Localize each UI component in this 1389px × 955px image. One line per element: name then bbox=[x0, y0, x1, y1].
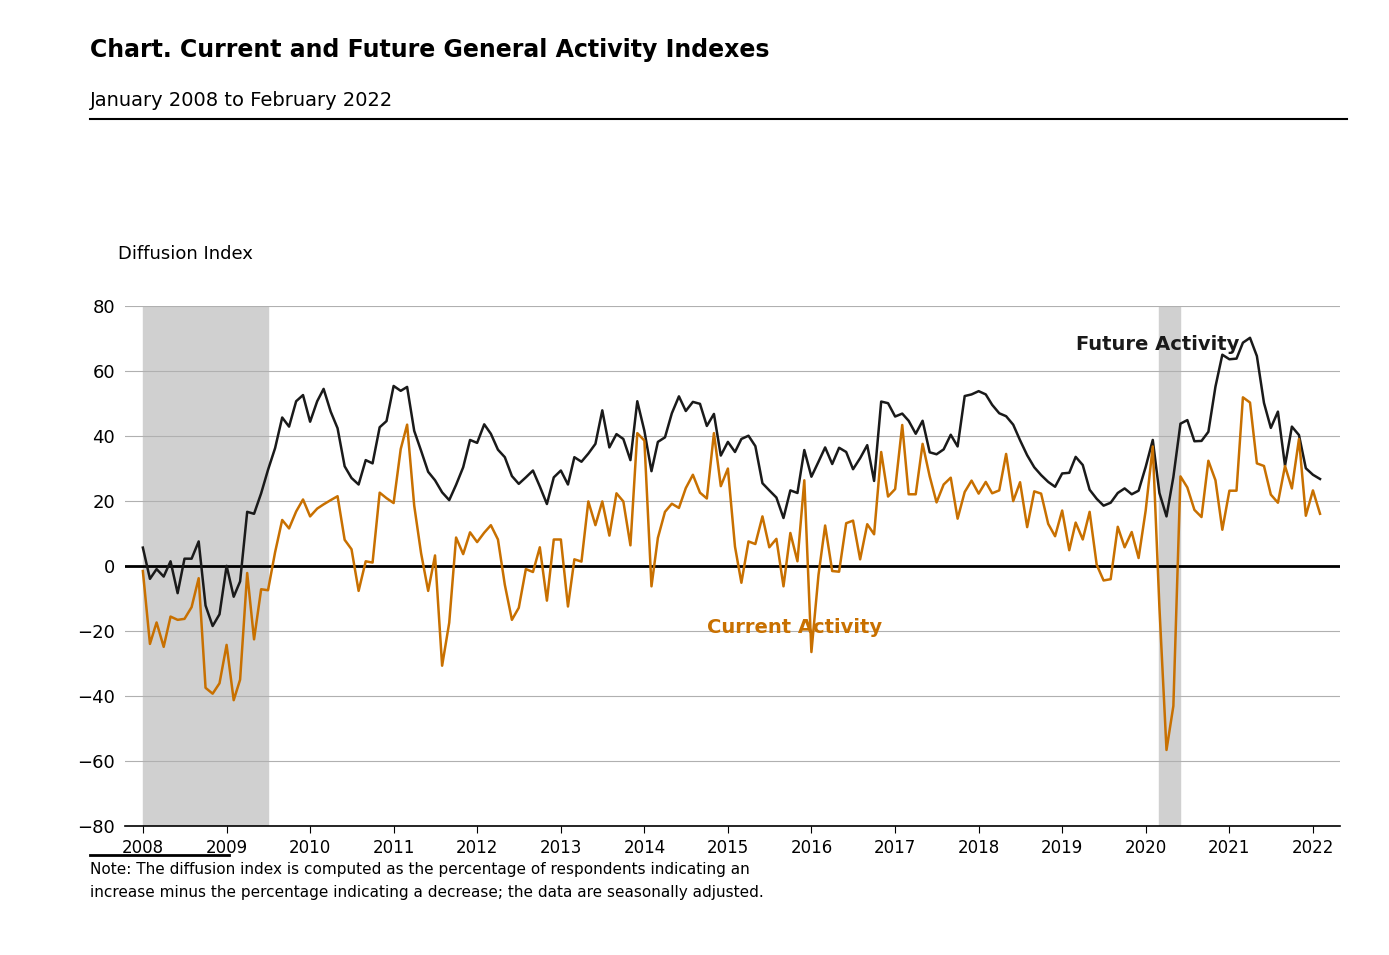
Text: Future Activity: Future Activity bbox=[1075, 335, 1239, 354]
Text: January 2008 to February 2022: January 2008 to February 2022 bbox=[90, 91, 393, 110]
Text: Diffusion Index: Diffusion Index bbox=[118, 244, 253, 263]
Text: Note: The diffusion index is computed as the percentage of respondents indicatin: Note: The diffusion index is computed as… bbox=[90, 862, 764, 900]
Text: Current Activity: Current Activity bbox=[707, 618, 882, 637]
Text: Chart. Current and Future General Activity Indexes: Chart. Current and Future General Activi… bbox=[90, 38, 770, 62]
Bar bbox=[143, 306, 268, 826]
Bar bbox=[1160, 306, 1181, 826]
